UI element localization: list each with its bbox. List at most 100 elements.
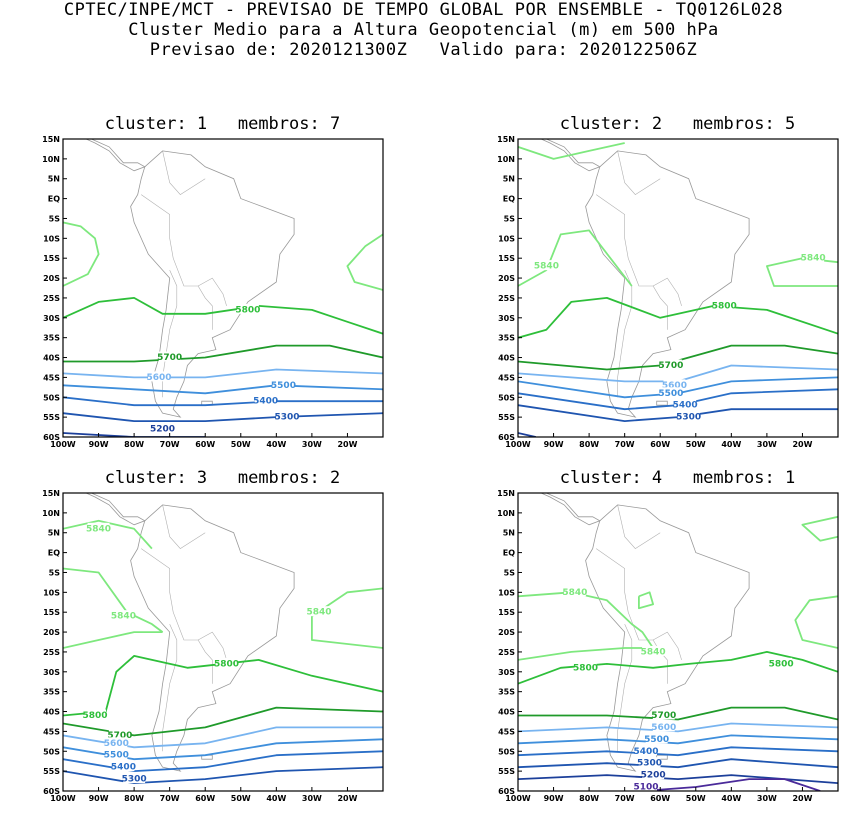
contour-label: 5700 [651,711,676,721]
contour-label: 5600 [651,723,676,733]
lat-label: 5N [48,529,60,538]
contour-label: 5840 [801,254,826,264]
lat-label: 15S [498,608,515,617]
contour-label-bg [563,586,586,597]
lat-label: 55S [43,767,60,776]
lat-label: 15S [43,608,60,617]
lat-label: 15N [497,135,515,144]
country-border [596,194,682,306]
coastline [98,139,100,140]
panel-title: cluster: 2 membros: 5 [559,114,796,134]
coastline [98,493,100,494]
contour-line-5400 [63,750,383,773]
panel-title: cluster: 3 membros: 2 [104,468,341,488]
lat-label: 5S [504,568,516,577]
coastline [105,139,125,140]
plot-frame [62,138,384,438]
coastline [540,493,601,526]
contour-line-5300 [518,758,838,769]
contour-line-5500 [63,384,383,395]
contour-label: 5800 [573,663,598,673]
map-plot: 5800 5700 5600 5500 5400 5300 5200 15N 10N 5N EQ 5S… [42,135,384,449]
map-panel-2: cluster: 2 membros: 5 5840 5840 5800 5700 56… [455,114,845,464]
contour-line-5840 [63,519,153,550]
coastline [105,493,125,494]
header-line-3: Previsao de: 2020121300Z Valido para: 20… [149,40,698,60]
lat-label: EQ [48,549,60,558]
contour-label: 5840 [641,647,666,657]
lat-label: 25S [498,294,515,303]
lat-label: 5S [504,214,516,223]
lon-label: 60W [650,794,670,803]
contour-label: 5800 [214,659,239,669]
country-border [652,285,668,330]
contour-label-bg [713,299,736,310]
contour-label: 5400 [253,397,278,407]
lon-label: 40W [266,794,286,803]
lat-label: 10S [498,588,515,597]
contour-label: 5700 [157,353,182,363]
lon-label: 30W [302,794,322,803]
panel-title: cluster: 1 membros: 7 [104,114,341,134]
coastline [130,504,295,772]
contour-label: 5500 [271,381,296,391]
lat-label: 10N [497,155,515,164]
lon-label: 20W [337,794,357,803]
lat-label: EQ [503,549,515,558]
figure-header: CPTEC/INPE/MCT - PREVISAO DE TEMPO GLOBA… [0,0,847,60]
contour-label-bg [123,773,146,784]
lon-label: 100W [50,794,76,803]
lon-label: 40W [721,440,741,449]
contour-label: 5300 [637,759,662,769]
lat-label: 30S [498,314,515,323]
contour-line-5840 [63,631,163,649]
contour-label: 5800 [712,301,737,311]
country-border [141,194,227,306]
lat-label: 40S [498,708,515,717]
country-border [617,504,661,549]
lat-label: 55S [498,413,515,422]
contour-label-bg [87,522,110,533]
lat-label: 45S [498,727,515,736]
lat-label: 35S [498,334,515,343]
contour-line-5200 [518,774,838,784]
lat-label: 45S [43,727,60,736]
contour-line-5100 [642,778,821,791]
contour-line-5800 [63,296,383,335]
contour-label-bg [663,379,686,390]
contour-label-bg [802,252,825,263]
contour-label-bg [635,745,657,756]
contour-label-bg [151,423,174,434]
map-panel-3: cluster: 3 membros: 2 5840 5840 5840 5800 58… [0,468,390,818]
lat-label: 15S [498,254,515,263]
coastline [85,139,146,172]
lon-label: 60W [650,440,670,449]
lon-label: 90W [89,794,109,803]
contour-label-bg [659,359,682,370]
contour-line-5800 [63,654,383,717]
map-panel-1: cluster: 1 membros: 7 5800 5700 5600 5500 54… [0,114,390,464]
lon-label: 50W [231,794,251,803]
lat-label: 45S [43,373,60,382]
lon-label: 70W [615,794,635,803]
lat-label: 20S [43,628,60,637]
contour-label-bg [105,749,128,760]
lat-label: 30S [43,668,60,677]
lat-label: 5S [49,214,61,223]
contour-label: 5500 [658,389,683,399]
contour-label: 5400 [673,401,698,411]
contour-label: 5840 [534,262,559,272]
lat-label: 60S [43,433,60,442]
plot-frame [517,138,839,438]
contour-label-bg [574,661,597,672]
contour-label-bg [112,761,135,772]
lat-label: 5S [49,568,61,577]
coastline [560,139,580,140]
lon-label: 80W [124,794,144,803]
contour-label-bg [158,351,181,362]
lat-label: 50S [43,393,60,402]
lat-label: 30S [43,314,60,323]
lon-label: 70W [160,440,180,449]
